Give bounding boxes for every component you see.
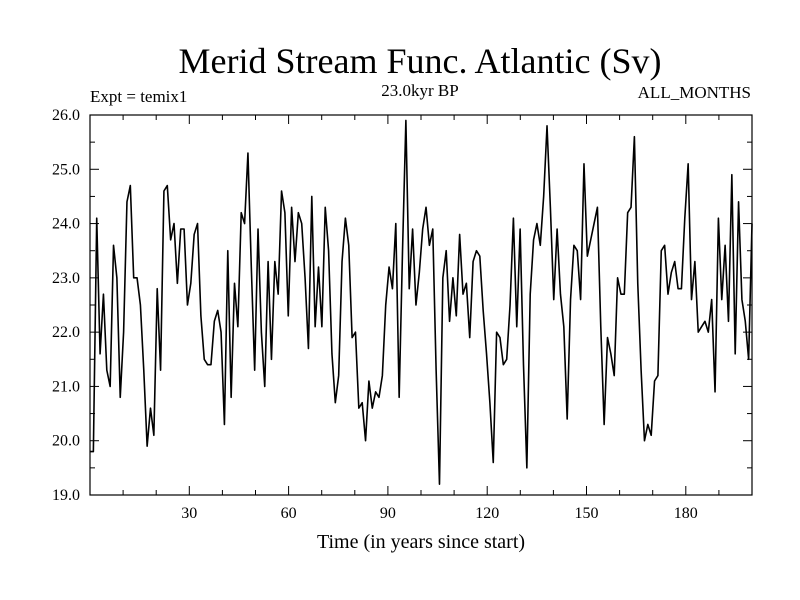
months-label: ALL_MONTHS [638, 83, 751, 102]
y-tick-label: 26.0 [52, 107, 80, 124]
y-tick-label: 20.0 [52, 433, 80, 450]
y-tick-label: 21.0 [52, 378, 80, 395]
series-line [90, 119, 753, 485]
y-tick-label: 19.0 [52, 487, 80, 504]
tick-labels: 30 60 90 120 150 180 19.0 20.0 21.0 22.0 23.0 24.0 2… [52, 107, 698, 522]
x-tick-label: 180 [674, 505, 698, 522]
x-axis-label: Time (in years since start) [317, 531, 525, 553]
y-tick-label: 22.0 [52, 324, 80, 341]
experiment-label: Expt = temix1 [90, 87, 187, 106]
y-tick-label: 23.0 [52, 270, 80, 287]
plot-frame [89, 114, 753, 496]
chart-title: Merid Stream Func. Atlantic (Sv) [179, 41, 662, 81]
x-tick-label: 120 [475, 505, 499, 522]
y-tick-label: 25.0 [52, 161, 80, 178]
period-label: 23.0kyr BP [381, 81, 458, 100]
axis-ticks [90, 115, 752, 495]
x-tick-label: 30 [181, 505, 197, 522]
x-tick-label: 90 [380, 505, 396, 522]
x-tick-label: 60 [281, 505, 297, 522]
x-tick-label: 150 [575, 505, 599, 522]
y-tick-label: 24.0 [52, 216, 80, 233]
